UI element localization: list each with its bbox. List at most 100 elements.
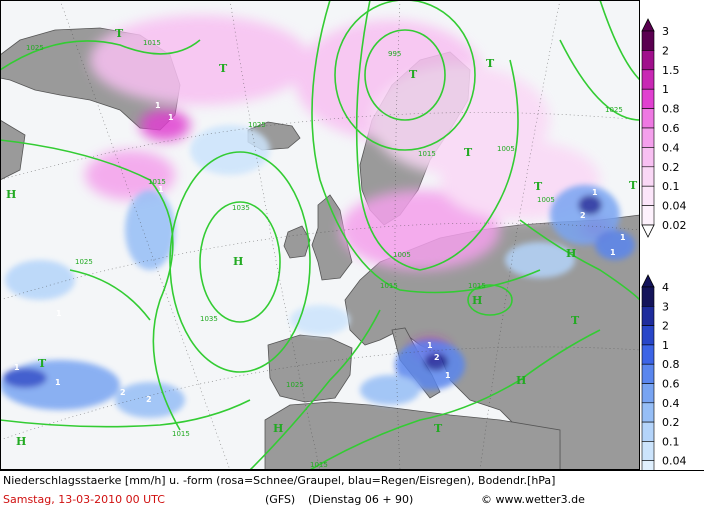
rain-scale-label: 0.1 [662,435,680,448]
precip-label: 1 [445,371,451,380]
rain-scale-swatch [641,383,655,404]
snow-scale-swatch [641,50,655,71]
rain-scale-label: 1 [662,339,669,352]
pressure-center: T [486,57,495,70]
isobar-label: 1015 [418,150,436,158]
snow-scale-arrow-bottom [641,224,655,238]
precip-label: 1 [155,101,161,110]
footer: Niederschlagsstaerke [mm/h] u. -form (ro… [0,470,704,514]
isobar-label: 1005 [393,251,411,259]
snow-scale-swatch [641,69,655,90]
isobar-south [249,309,381,470]
legend: 3 2 1.5 1 0.8 0.6 0.4 0.2 0.1 0.04 0.02 4 3 2 1 0.8 0.6 0… [640,0,704,493]
rain-scale-label: 0.04 [662,455,687,468]
isobar-1025-sw [0,399,251,428]
isobar-1025-west [69,269,151,321]
snow-scale-swatch [641,127,655,148]
rain-scale-swatch [641,402,655,423]
isobar-label: 1025 [26,44,44,52]
caption-text: Niederschlagsstaerke [mm/h] u. -form (ro… [3,474,556,487]
isobar-label: 1025 [286,381,304,389]
isobar-1025-high [169,151,311,373]
snow-scale-swatch [641,88,655,109]
snow-scale-label: 0.2 [662,161,680,174]
isobar-east [519,219,640,301]
isobar-label: 1015 [143,39,161,47]
pressure-center: H [516,374,526,387]
rain-scale-swatch [641,344,655,365]
isobar-label: 1015 [172,430,190,438]
snow-scale-swatch [641,205,655,226]
isobar-1025-east [559,39,640,121]
land-great-britain [311,194,353,281]
snow-scale-arrow-top [641,18,655,32]
rain-scale-swatch [641,325,655,346]
pressure-center: T [409,68,418,81]
date-label: Samstag, 13-03-2010 00 UTC [3,493,165,506]
isobars [0,0,640,470]
precip-labels: 1 1 1 1 2 1 1 2 1 2 1 1 2 1 1 [14,101,626,404]
isobar-label: 1025 [605,106,623,114]
rain-precipitation [0,125,635,418]
map-frame [0,0,640,470]
precip-label: 1 [158,185,164,194]
rain-scale-swatch [641,441,655,461]
isobar-1015-europe [311,0,541,294]
snow-scale-label: 0.4 [662,141,680,154]
isobar-label: 995 [388,50,401,58]
pressure-center: H [472,294,482,307]
precip-label: 1 [610,248,616,257]
precip-label: 2 [120,388,126,397]
isobar-1005-ring [334,0,476,151]
rain-scale-swatch [641,363,655,384]
pressure-center: H [16,435,26,448]
land-iberia [267,334,353,403]
isobar-label: 1035 [232,204,250,212]
rain-scale-swatch [641,286,655,307]
snow-scale-swatch [641,30,655,51]
isobar-label: 1015 [310,461,328,469]
rain-scale-arrow-top [641,274,655,288]
isobar-label: 1035 [200,315,218,323]
weather-map: 1025 1015 995 1025 1015 1005 1015 1035 1… [0,0,640,470]
run-label: (Dienstag 06 + 90) [308,493,414,506]
map-canvas: 1025 1015 995 1025 1015 1005 1015 1035 1… [0,0,640,470]
snow-scale-label: 0.6 [662,122,680,135]
pressure-center: H [233,255,243,268]
precip-label: 1 [592,188,598,197]
rain-scale-swatch [641,421,655,442]
isobar-label: 1025 [248,121,266,129]
rain-scale-label: 4 [662,281,669,294]
isobar-label: 1005 [537,196,555,204]
pressure-center: T [115,27,124,40]
snow-scale-swatch [641,166,655,187]
snow-scale-label: 0.8 [662,103,680,116]
rain-scale-label: 0.6 [662,378,680,391]
precip-label: 1 [427,341,433,350]
snow-scale-label: 2 [662,44,669,57]
snow-scale-swatch [641,108,655,129]
isobar-1005-trough [355,0,519,271]
rain-scale-label: 0.8 [662,358,680,371]
snow-scale-label: 3 [662,25,669,38]
pressure-center: T [629,179,638,192]
isobar-label: 1015 [148,178,166,186]
snow-scale-label: 0.02 [662,219,687,232]
precip-label: 2 [146,395,152,404]
copyright-label: © www.wetter3.de [481,493,585,506]
pressure-center: T [38,357,47,370]
land-north-africa [264,401,561,470]
land-ireland [283,225,311,259]
legend-canvas: 3 2 1.5 1 0.8 0.6 0.4 0.2 0.1 0.04 0.02 4 3 2 1 0.8 0.6 0… [641,18,687,493]
pressure-center: H [566,247,576,260]
snow-scale-swatch [641,147,655,168]
isobar-1035-high [199,201,281,323]
precip-label: 1 [168,113,174,122]
precip-label: 2 [434,353,440,362]
rain-scale-label: 2 [662,320,669,333]
pressure-center: H [273,422,283,435]
precip-label: 1 [14,363,20,372]
snow-scale-label: 1 [662,83,669,96]
rain-scale-label: 0.4 [662,397,680,410]
isobar-labels: 1025 1015 995 1025 1015 1005 1015 1035 1… [26,39,623,469]
